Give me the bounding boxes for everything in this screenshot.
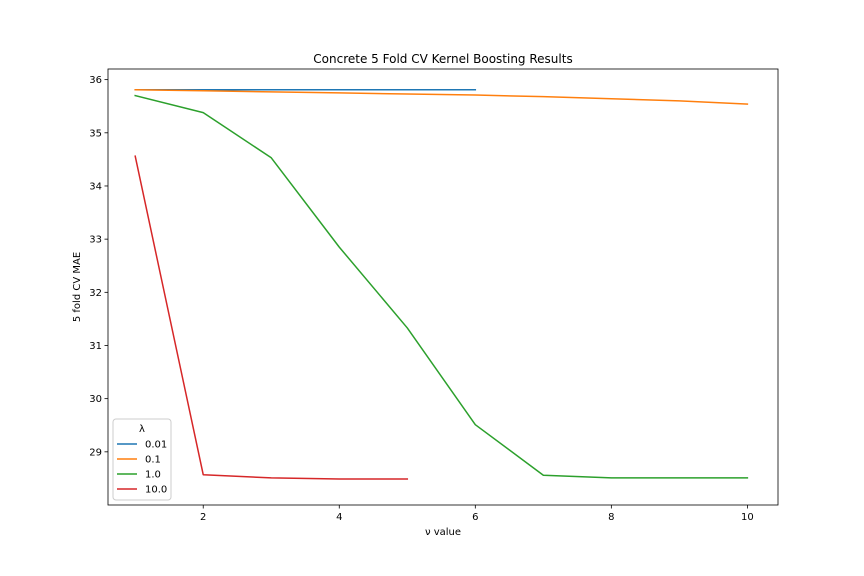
x-tick-label: 10 [741,512,754,523]
plot-area-frame [107,68,779,506]
series-line-3 [134,155,409,480]
y-axis-label: 5 fold CV MAE [72,252,83,322]
y-tick-label: 31 [89,341,102,352]
chart-title: Concrete 5 Fold CV Kernel Boosting Resul… [313,52,572,66]
legend-label-0: 0.01 [145,440,167,451]
legend-label-1: 0.1 [145,455,161,466]
legend-label-3: 10.0 [145,485,167,496]
legend: λ 0.01 0.1 1.0 10.0 [112,418,172,501]
x-tick-label: 2 [200,512,206,523]
x-axis-label: ν value [425,527,461,538]
y-tick-label: 29 [89,447,102,458]
y-tick-label: 35 [89,128,102,139]
plot-lines [134,88,749,480]
x-tick-label: 6 [472,512,478,523]
y-tick-label: 33 [89,235,102,246]
legend-box [112,418,172,501]
legend-entries: 0.01 0.1 1.0 10.0 [117,440,167,496]
y-tick-label: 32 [89,288,102,299]
y-axis-ticks: 29 30 31 32 33 34 35 36 [89,75,108,458]
legend-label-2: 1.0 [145,470,161,481]
x-tick-label: 8 [608,512,614,523]
series-line-1 [134,88,749,105]
legend-title: λ [139,424,145,435]
y-tick-label: 30 [89,394,102,405]
x-tick-label: 4 [336,512,342,523]
y-tick-label: 36 [89,75,102,86]
y-tick-label: 34 [89,181,102,192]
x-axis-ticks: 2 4 6 8 10 [200,505,754,523]
series-line-2 [134,94,749,479]
